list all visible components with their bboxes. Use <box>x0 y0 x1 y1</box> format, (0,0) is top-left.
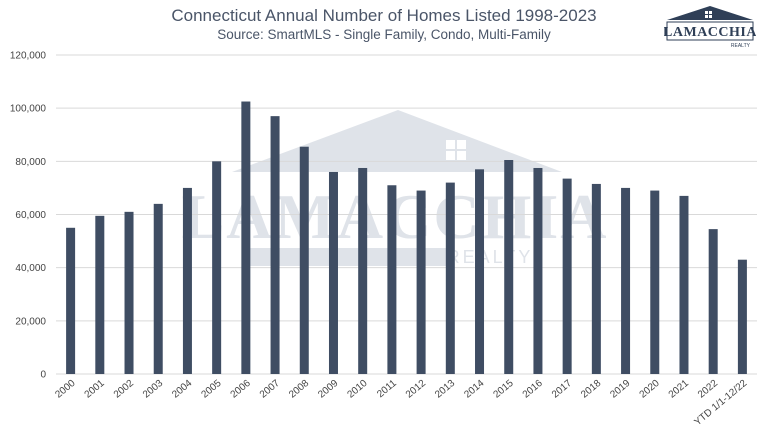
bar <box>328 171 338 374</box>
bar <box>416 190 426 374</box>
x-tick-label: 2010 <box>346 378 370 401</box>
watermark-sub: REALTY <box>447 247 534 267</box>
chart-subtitle: Source: SmartMLS - Single Family, Condo,… <box>217 27 551 42</box>
x-tick-label: 2006 <box>229 378 253 401</box>
bar <box>475 169 485 374</box>
bar <box>124 211 134 374</box>
x-tick-label: YTD 1/1-12/22 <box>692 378 749 429</box>
y-tick-label: 60,000 <box>15 210 46 221</box>
bar <box>387 185 397 374</box>
bar <box>241 101 251 374</box>
x-tick-label: 2019 <box>608 378 632 401</box>
logo-name-text: LAMACCHIA <box>664 25 756 40</box>
bars <box>66 101 747 375</box>
bar <box>66 227 76 374</box>
bar <box>679 195 689 374</box>
x-tick-label: 2007 <box>258 378 282 401</box>
x-tick-label: 2000 <box>53 378 77 401</box>
chart-title: Connecticut Annual Number of Homes Liste… <box>171 6 597 25</box>
y-axis: 0 20,000 40,000 60,000 80,000 100,000 120,000 <box>10 51 47 381</box>
y-tick-label: 20,000 <box>15 316 46 327</box>
x-tick-label: 2021 <box>667 378 691 401</box>
y-tick-label: 120,000 <box>10 51 47 62</box>
x-tick-label: 2008 <box>287 378 311 401</box>
x-tick-label: 2003 <box>141 378 165 401</box>
y-tick-label: 80,000 <box>15 157 46 168</box>
y-tick-label: 0 <box>40 370 46 381</box>
x-tick-label: 2022 <box>696 378 720 401</box>
bar <box>504 160 514 374</box>
bar <box>153 203 163 374</box>
lamacchia-logo: LAMACCHIA REALTY <box>664 6 756 49</box>
x-tick-label: 2002 <box>112 378 136 401</box>
x-tick-label: 2014 <box>462 378 486 401</box>
bar <box>737 259 747 374</box>
bar <box>708 229 718 374</box>
bar <box>562 178 572 374</box>
bar <box>182 187 192 374</box>
bar <box>212 161 222 374</box>
y-tick-label: 100,000 <box>10 104 47 115</box>
gridlines <box>56 54 757 375</box>
x-tick-label: 2013 <box>433 378 457 401</box>
logo-sub-text: REALTY <box>731 43 751 49</box>
x-tick-label: 2012 <box>404 378 428 401</box>
bar <box>591 183 601 374</box>
x-tick-label: 2018 <box>579 378 603 401</box>
x-tick-label: 2017 <box>550 378 574 401</box>
bar <box>650 190 660 374</box>
x-tick-label: 2016 <box>521 378 545 401</box>
bar <box>621 187 631 374</box>
x-tick-label: 2015 <box>492 378 516 401</box>
x-tick-label: 2001 <box>83 378 107 401</box>
bar <box>358 167 368 374</box>
bar <box>95 215 105 374</box>
x-tick-label: 2011 <box>375 378 399 401</box>
x-tick-label: 2020 <box>638 378 662 401</box>
x-axis: 2000 2001 2002 2003 2004 2005 2006 2007 2008 2009… <box>53 378 749 429</box>
x-tick-label: 2009 <box>316 378 340 401</box>
y-tick-label: 40,000 <box>15 263 46 274</box>
x-tick-label: 2004 <box>170 378 194 401</box>
x-tick-label: 2005 <box>199 378 223 401</box>
bar <box>445 182 455 374</box>
bar <box>299 146 309 374</box>
bar <box>270 116 280 375</box>
bar <box>533 167 543 374</box>
